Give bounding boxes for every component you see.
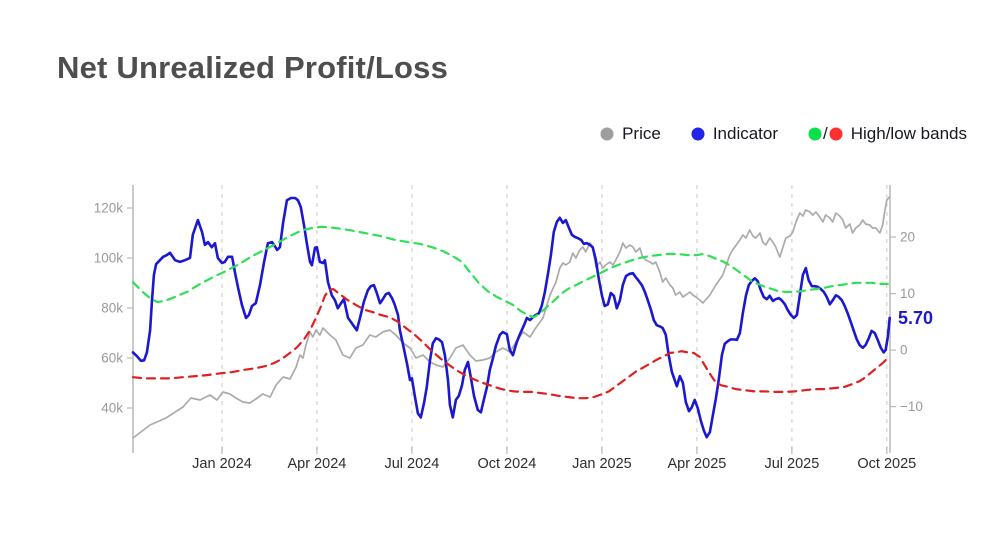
price-dot-icon	[600, 127, 614, 141]
x-tick-label: Jan 2025	[572, 456, 632, 472]
indicator-last-value-label: 5.70	[898, 308, 933, 328]
legend-label-bands: High/low bands	[850, 124, 967, 143]
indicator-dot-icon	[691, 127, 705, 141]
left-y-tick-label: 120k	[94, 201, 124, 216]
indicator-dot	[691, 127, 705, 141]
price-dot	[600, 127, 614, 141]
right-y-tick-label: −10	[900, 399, 923, 414]
page-title: Net Unrealized Profit/Loss	[57, 50, 449, 85]
series-price	[132, 196, 891, 439]
legend-label-price: Price	[622, 124, 661, 143]
x-tick-label: Jul 2024	[384, 456, 439, 472]
series-indicator	[131, 196, 892, 439]
left-y-tick-label: 100k	[94, 251, 124, 266]
x-tick-label: Jan 2024	[192, 456, 252, 472]
left-y-tick-label: 60k	[101, 351, 123, 366]
high-band-dot-icon	[808, 127, 822, 141]
chart-legend: Price Indicator / High/low bands	[600, 121, 967, 147]
right-y-tick-label: 20	[900, 230, 915, 245]
legend-item-bands[interactable]: / High/low bands	[808, 124, 967, 144]
low-band-dot	[829, 127, 843, 141]
left-y-tick-label: 40k	[101, 401, 123, 416]
x-tick-label: Oct 2024	[477, 456, 536, 472]
legend-label-indicator: Indicator	[712, 124, 779, 143]
high-band-dot	[808, 127, 822, 141]
legend-item-indicator[interactable]: Indicator	[691, 124, 778, 144]
x-tick-label: Jul 2025	[764, 456, 819, 472]
series-low-band	[131, 287, 889, 400]
band-separator: /	[823, 124, 828, 143]
x-tick-label: Oct 2025	[857, 456, 916, 472]
x-tick-label: Apr 2024	[287, 456, 346, 472]
right-y-tick-label: 10	[900, 286, 915, 301]
x-tick-label: Apr 2025	[667, 456, 726, 472]
band-dots: /	[808, 124, 843, 144]
right-y-tick-label: 0	[900, 343, 908, 358]
legend-item-price[interactable]: Price	[600, 124, 661, 144]
left-y-tick-label: 80k	[101, 301, 123, 316]
series-high-band	[131, 225, 889, 319]
low-band-dot-icon	[829, 127, 843, 141]
